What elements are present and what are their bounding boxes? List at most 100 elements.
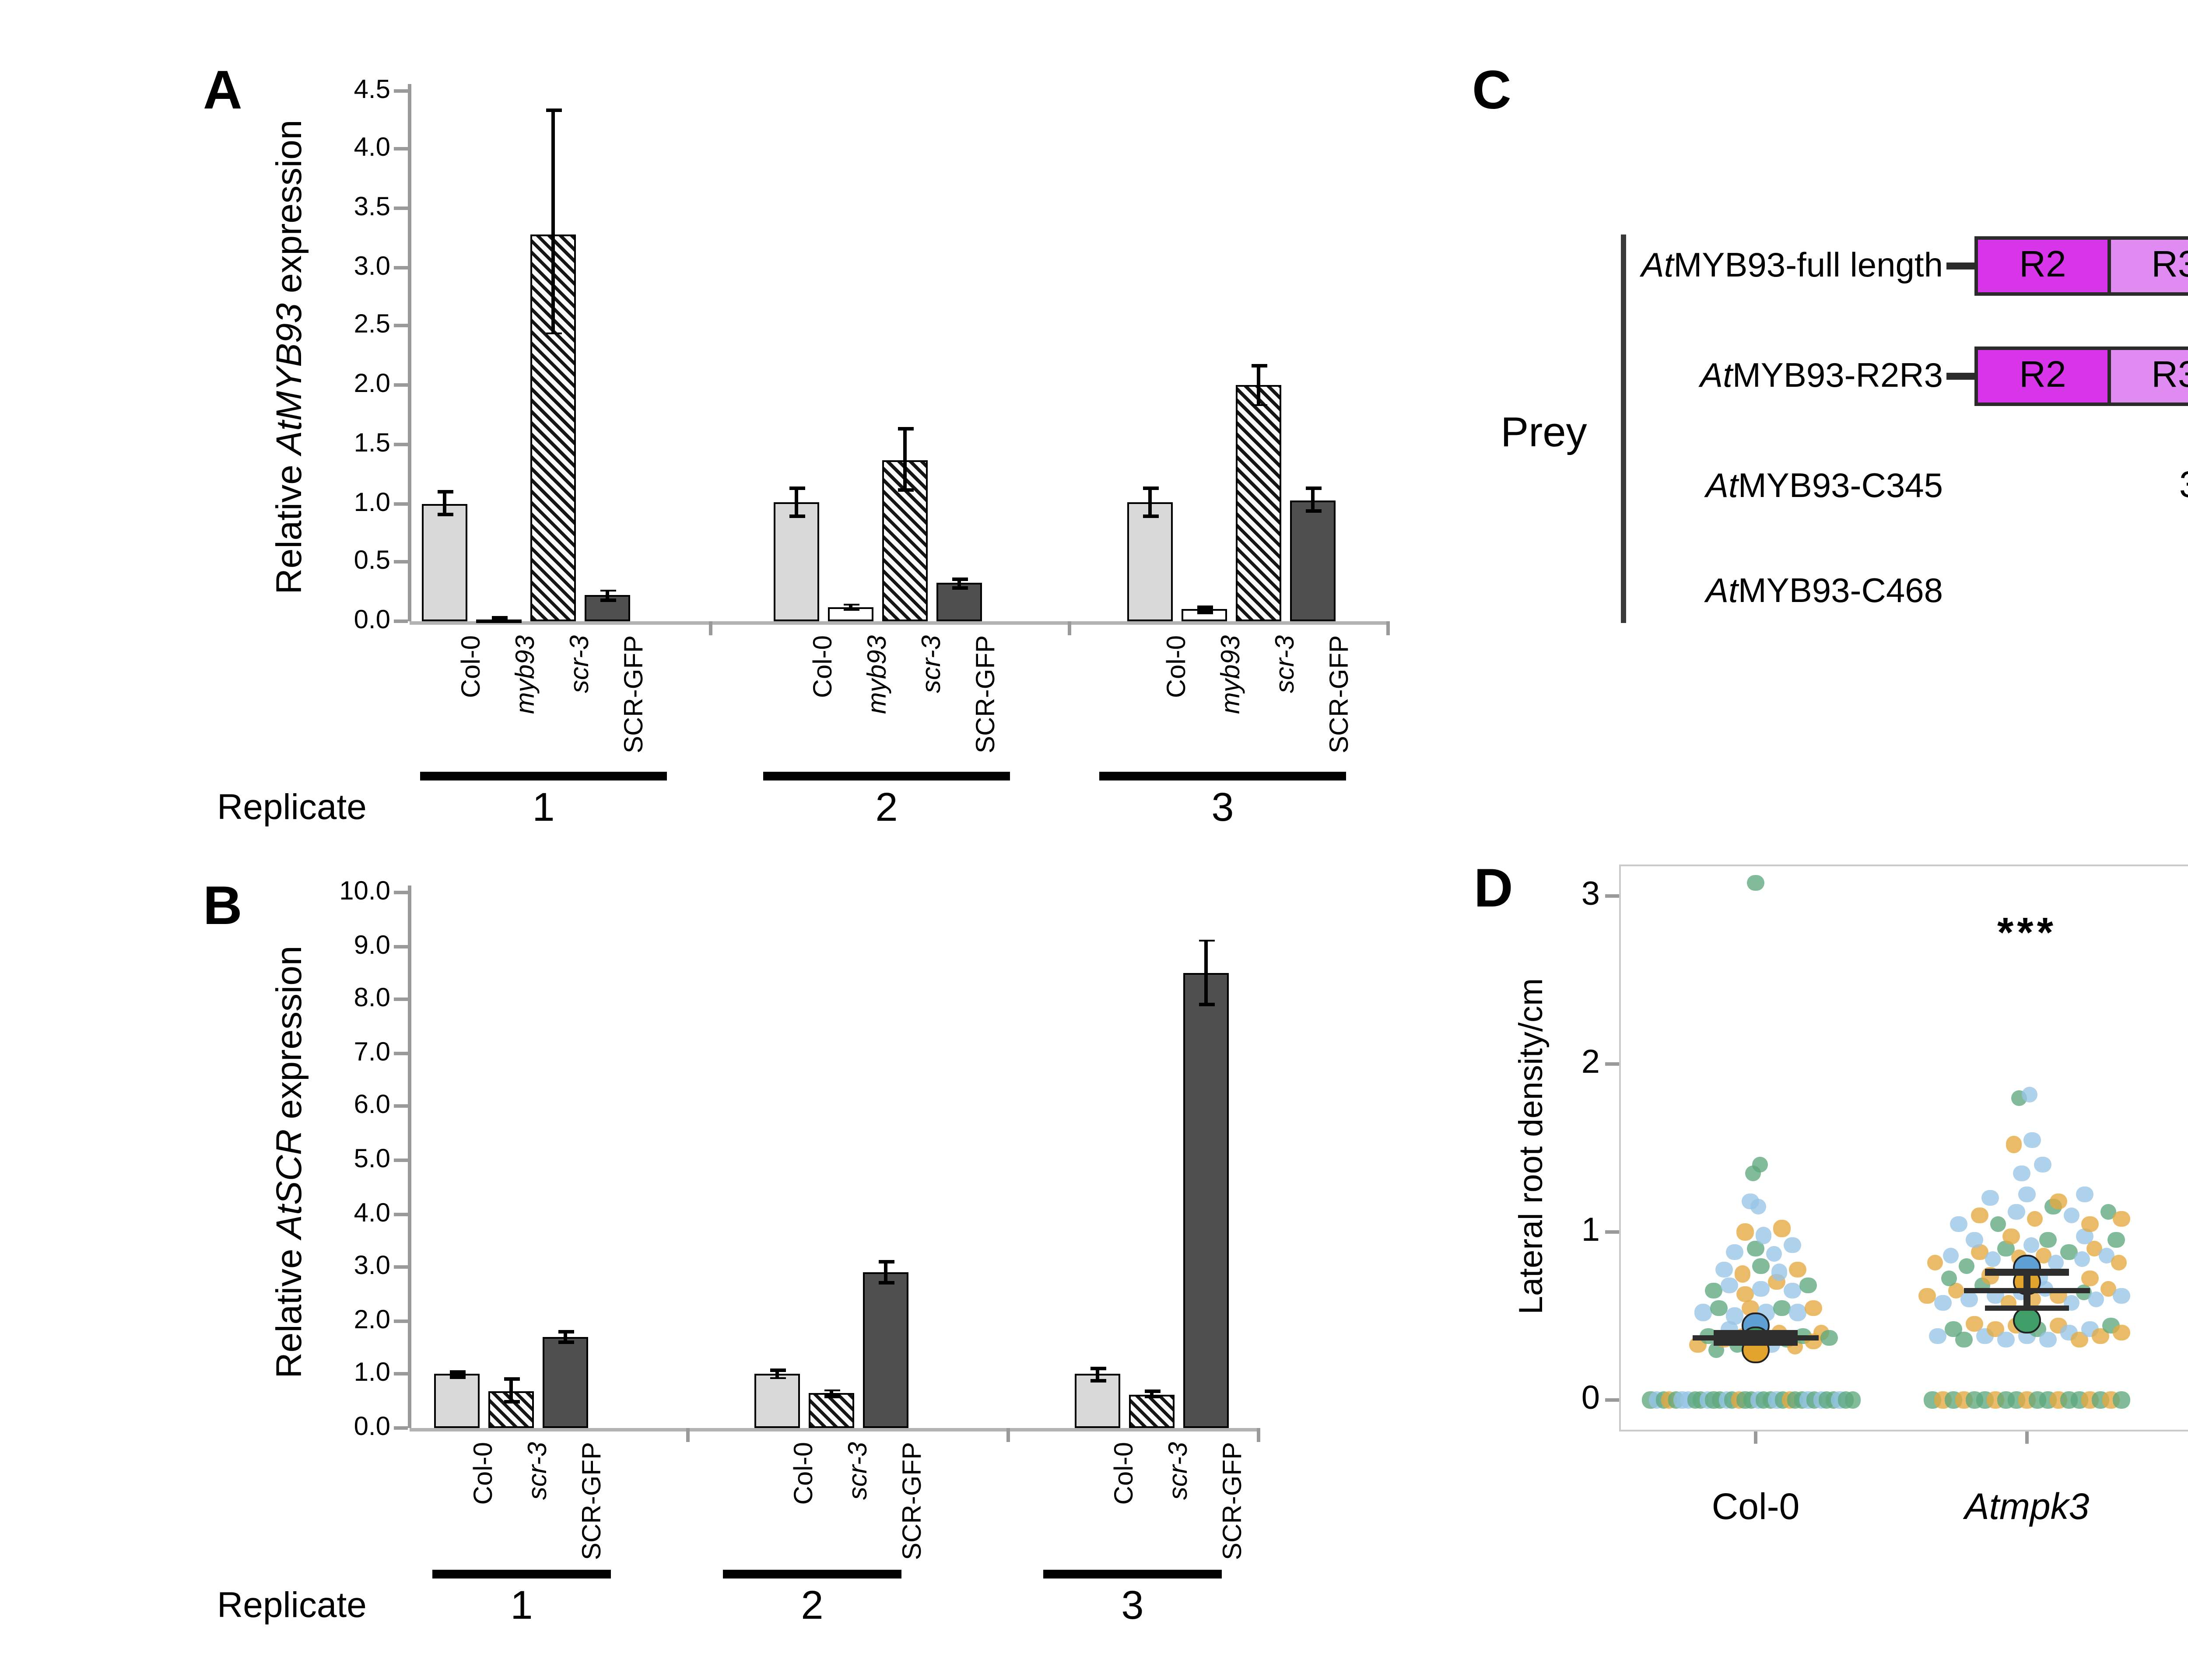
error-bar-cap — [951, 586, 967, 590]
data-point — [2008, 1204, 2025, 1220]
data-point — [1805, 1299, 1822, 1316]
bar-scr-gfp — [543, 1337, 588, 1428]
error-bar-cap — [824, 1394, 839, 1398]
data-point — [2076, 1229, 2093, 1245]
y-axis-tick — [394, 324, 408, 328]
data-point — [1943, 1247, 1960, 1264]
error-bar-cap — [600, 589, 615, 592]
data-point — [1705, 1283, 1722, 1299]
y-axis-tick-label: 1.0 — [354, 1358, 390, 1389]
data-point — [1721, 1278, 1738, 1294]
y-axis-line — [408, 886, 411, 1428]
error-bar-cap — [503, 1377, 519, 1380]
error-bar — [849, 605, 852, 609]
data-point — [2082, 1215, 2098, 1232]
error-bar — [957, 578, 961, 588]
data-point — [2040, 1331, 2056, 1348]
construct-label-c468: AtMYB93-C468 — [1706, 572, 1943, 611]
x-axis-category-label: Col-0 — [457, 635, 487, 698]
y-axis-tick — [394, 383, 408, 387]
y-axis-tick-label: 8.0 — [354, 984, 390, 1014]
group-separator-tick — [709, 621, 712, 635]
x-axis-category-label: scr-3 — [917, 635, 947, 693]
bar-scr-gfp — [1290, 500, 1336, 621]
data-point — [1747, 1241, 1764, 1257]
error-bar-cap — [1090, 1366, 1105, 1370]
group-separator-tick — [1257, 1428, 1259, 1442]
error-bar — [497, 617, 501, 621]
data-point — [1789, 1304, 1806, 1321]
data-point — [2076, 1187, 2093, 1203]
x-axis-tick — [2026, 1432, 2028, 1444]
construct-connector — [1946, 262, 1976, 269]
x-axis-category-label: SCR-GFP — [898, 1442, 928, 1560]
x-axis-category-label: SCR-GFP — [578, 1442, 607, 1560]
x-axis-category-label: Col-0 — [809, 635, 838, 698]
y-axis-tick — [394, 206, 408, 210]
bar-scr-3 — [1236, 385, 1281, 621]
y-axis-tick — [394, 147, 408, 151]
data-point — [1774, 1220, 1790, 1237]
bar-scr-3 — [1129, 1394, 1175, 1428]
replicate-number: 1 — [510, 1582, 533, 1628]
replicate-axis-label: Replicate — [217, 1586, 367, 1626]
error-bar-cap — [1144, 1395, 1160, 1399]
y-axis-tick-label: 5.0 — [354, 1144, 390, 1174]
panel-b-letter: B — [203, 875, 242, 936]
y-axis-tick-label: 2.0 — [354, 369, 390, 399]
group-separator-tick — [1386, 621, 1389, 635]
data-point — [2013, 1165, 2030, 1181]
y-axis-tick-label: 2.5 — [354, 310, 390, 340]
replicate-underline — [432, 1570, 611, 1578]
error-bar-cap — [789, 486, 804, 490]
error-bar-cap — [1142, 486, 1158, 490]
error-bar-cap — [1251, 403, 1266, 407]
data-point — [2082, 1271, 2098, 1287]
error-bar-cap — [449, 1376, 465, 1379]
bar-col-0 — [422, 503, 467, 621]
construct-connector — [1946, 373, 1976, 379]
data-point — [1800, 1278, 1816, 1294]
data-point — [2003, 1229, 2020, 1245]
error-bar-cap — [600, 598, 615, 602]
data-point — [1695, 1304, 1711, 1321]
error-bar-cap — [1090, 1379, 1105, 1382]
error-bar-cap — [897, 427, 913, 430]
error-bar-cap — [1142, 514, 1158, 518]
prey-bracket — [1621, 234, 1626, 623]
x-axis-category-label: SCR-GFP — [1325, 635, 1355, 753]
data-point — [2113, 1392, 2130, 1408]
data-point — [1753, 1257, 1769, 1274]
panel-a-y-axis-title: Relative AtMYB93 expression — [270, 119, 310, 595]
error-bar — [795, 488, 798, 516]
error-bar — [509, 1379, 513, 1403]
y-axis-tick — [394, 1265, 408, 1269]
y-axis-tick-label: 3.0 — [354, 251, 390, 281]
y-axis-tick-label: 0 — [1581, 1381, 1600, 1418]
x-axis-category-label: SCR-GFP — [620, 635, 649, 753]
y-axis-tick — [394, 442, 408, 446]
y-axis-tick — [394, 1212, 408, 1216]
y-axis-tick — [1605, 1230, 1619, 1234]
construct-label-r2r3: AtMYB93-R2R3 — [1700, 357, 1943, 396]
error-bar-cap — [769, 1369, 785, 1372]
y-axis-tick-label: 3 — [1581, 877, 1600, 914]
data-point — [1774, 1299, 1790, 1316]
data-point — [2063, 1207, 2079, 1223]
x-axis-line — [410, 621, 1386, 625]
group-separator-tick — [1068, 621, 1070, 635]
x-axis-category-label: SCR-GFP — [1218, 1442, 1248, 1560]
data-point — [1711, 1299, 1727, 1316]
r2-domain-box: R2 — [1974, 346, 2111, 406]
replicate-underline — [763, 772, 1010, 780]
error-bar — [1096, 1368, 1099, 1381]
error-bar — [775, 1371, 779, 1379]
data-point — [2027, 1210, 2044, 1227]
r2-domain-box: R2 — [1974, 236, 2111, 296]
error-bar-cap — [1196, 610, 1212, 613]
data-point — [1784, 1283, 1801, 1299]
prey-label: Prey — [1501, 410, 1587, 457]
y-axis-tick-label: 0.0 — [354, 606, 390, 635]
error-bar-cap — [449, 1370, 465, 1374]
mean-dot — [2013, 1308, 2041, 1334]
